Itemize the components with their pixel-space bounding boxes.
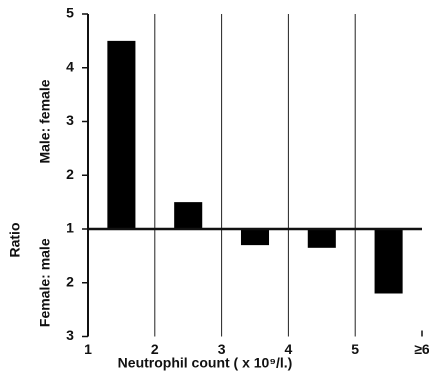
y-tick-label: 1 [66, 220, 74, 236]
bar [374, 229, 403, 294]
x-tick-label: 2 [151, 341, 159, 357]
y-tick-label: 2 [66, 166, 74, 182]
y2-tick-label: 3 [66, 327, 74, 343]
x-tick-label: 1 [84, 341, 92, 357]
bar [240, 229, 270, 246]
bar [107, 40, 136, 229]
x-tick-label: 4 [285, 341, 293, 357]
y-tick-label: 5 [66, 5, 74, 21]
x-tick-label: 5 [351, 341, 359, 357]
x-tick-label: ≥6 [414, 341, 429, 357]
x-axis-label: Neutrophil count ( x 10⁹/l.) [118, 355, 293, 371]
y-tick-label: 3 [66, 112, 74, 128]
y2-tick-label: 2 [66, 273, 74, 289]
legend-label: Female: male [37, 238, 53, 327]
y-axis-label: Ratio [7, 223, 23, 258]
bar [174, 202, 203, 229]
y-tick-label: 4 [66, 58, 74, 74]
legend-label: Male: female [37, 79, 53, 163]
x-tick-label: 3 [218, 341, 226, 357]
bar [307, 229, 336, 248]
